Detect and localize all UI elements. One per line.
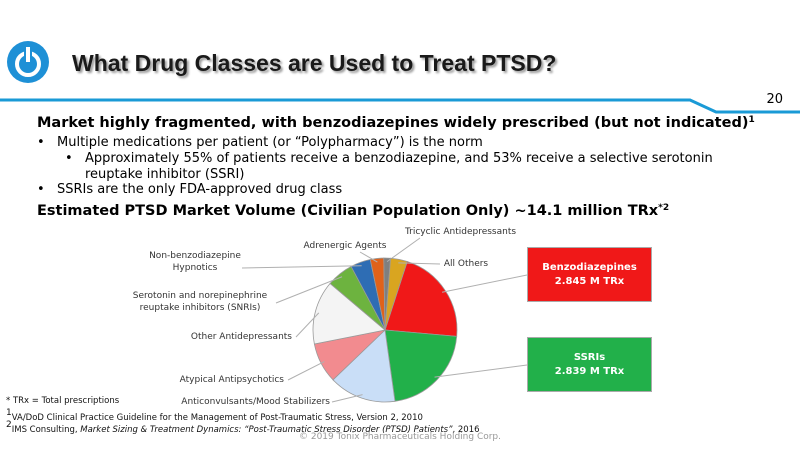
heading: Market highly fragmented, with benzodiaz…	[37, 115, 755, 131]
leader-line	[434, 364, 528, 378]
footnote-text: VA/DoD Clinical Practice Guideline for t…	[11, 413, 423, 423]
slice-label: Other Antidepressants	[190, 332, 292, 342]
chart-title: Estimated PTSD Market Volume (Civilian P…	[37, 203, 669, 219]
slice-label: Tricyclic Antidepressants	[404, 227, 517, 237]
leader-line	[441, 274, 528, 293]
slice-label: Serotonin and norepinephrine reuptake in…	[132, 291, 268, 313]
footnote-ref: *2	[658, 203, 670, 213]
leader-line	[295, 312, 320, 338]
callout-label: SSRIs	[573, 352, 606, 363]
sub-bullet: Approximately 55% of patients receive a …	[65, 151, 725, 183]
pie-slice	[312, 282, 386, 345]
pie-slice	[384, 261, 458, 337]
callout-value: 2.839 M TRx	[554, 366, 625, 377]
bullet: Multiple medications per patient (or “Po…	[37, 135, 483, 151]
leader-line	[287, 361, 325, 381]
logo	[7, 41, 49, 83]
pie-slice	[384, 257, 408, 331]
leader-line	[241, 265, 362, 269]
footnote-title: Market Sizing & Treatment Dynamics: “Pos…	[80, 425, 453, 435]
slide-title: What Drug Classes are Used to Treat PTSD…	[72, 50, 557, 76]
heading-text: Market highly fragmented, with benzodiaz…	[37, 115, 749, 131]
pie-chart	[241, 237, 528, 403]
pie-slice	[384, 329, 458, 402]
callout: Benzodiazepines 2.845 M TRx	[527, 247, 652, 302]
chart-title-text: Estimated PTSD Market Volume (Civilian P…	[37, 203, 659, 219]
callout-label: Benzodiazepines	[542, 262, 637, 273]
slice-label: Non-benzodiazepine Hypnotics	[149, 251, 241, 273]
footnote: * TRx = Total prescriptions	[6, 396, 120, 406]
slice-label: Anticonvulsants/Mood Stabilizers	[181, 397, 330, 407]
footnote-marker: 2	[6, 420, 12, 430]
slice-label: Adrenergic Agents	[303, 241, 387, 251]
footnote: 1VA/DoD Clinical Practice Guideline for …	[6, 408, 423, 423]
footnote-ref: 1	[748, 115, 755, 125]
footnote: 2IMS Consulting, Market Sizing & Treatme…	[6, 420, 480, 435]
slice-label: Atypical Antipsychotics	[179, 375, 284, 385]
footnote-marker: 1	[6, 408, 12, 418]
leader-line	[331, 394, 363, 403]
slice-label: All Others	[443, 259, 489, 269]
leader-line	[359, 251, 378, 263]
footnote-text: , 2016	[452, 425, 480, 435]
callout-value: 2.845 M TRx	[554, 276, 625, 287]
copyright: © 2019 Tonix Pharmaceuticals Holding Cor…	[298, 432, 502, 442]
leader-line	[386, 237, 421, 263]
leader-line	[275, 276, 343, 304]
leader-line	[398, 262, 441, 265]
pie-slice	[332, 329, 396, 403]
header-rule	[0, 98, 800, 114]
page-number: 20	[766, 92, 783, 107]
callout: SSRIs 2.839 M TRx	[527, 337, 652, 392]
bullet: SSRIs are the only FDA-approved drug cla…	[37, 182, 342, 198]
footnote-text: IMS Consulting,	[11, 425, 81, 435]
